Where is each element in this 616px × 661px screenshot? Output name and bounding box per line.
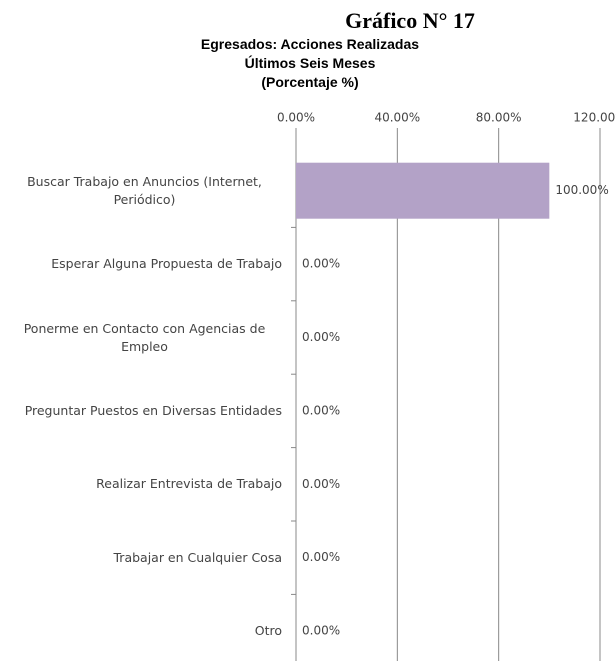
y-tick-label: Esperar Alguna Propuesta de Trabajo (0, 244, 282, 284)
value-label: 100.00% (555, 183, 608, 197)
value-label: 0.00% (302, 330, 340, 344)
value-label: 0.00% (302, 624, 340, 638)
category-text: Trabajar en Cualquier Cosa (113, 549, 283, 565)
bar (296, 162, 550, 219)
value-label: 0.00% (302, 403, 340, 417)
chart-subtitle: Últimos Seis Meses (244, 55, 376, 71)
y-tick-label: Trabajar en Cualquier Cosa (0, 538, 283, 578)
y-tick-label: Otro (0, 611, 282, 651)
y-tick-label: Buscar Trabajo en Anuncios (Internet, Pe… (0, 171, 282, 211)
category-text: Realizar Entrevista de Trabajo (96, 476, 282, 492)
chart-subtitle: Egresados: Acciones Realizadas (200, 36, 420, 52)
chart-title: Gráfico N° 17 (345, 8, 475, 33)
value-label: 0.00% (302, 257, 340, 271)
y-tick-label: Ponerme en Contacto con Agencias de Empl… (0, 318, 282, 358)
x-tick-label: 40.00% (374, 111, 420, 125)
category-text: Esperar Alguna Propuesta de Trabajo (51, 256, 282, 272)
x-tick-label: 120.00% (573, 111, 616, 125)
y-tick-label: Realizar Entrevista de Trabajo (0, 464, 282, 504)
value-label: 0.00% (302, 477, 340, 491)
chart-subtitle: (Porcentaje %) (261, 74, 359, 90)
x-tick-label: 0.00% (277, 111, 315, 125)
x-tick-label: 80.00% (476, 111, 522, 125)
category-text: Buscar Trabajo en Anuncios (Internet, Pe… (27, 173, 262, 207)
value-label: 0.00% (302, 550, 340, 564)
category-text: Preguntar Puestos en Diversas Entidades (24, 402, 282, 418)
y-tick-label: Preguntar Puestos en Diversas Entidades (0, 391, 282, 431)
category-text: Otro (254, 623, 282, 639)
category-text: Ponerme en Contacto con Agencias de Empl… (23, 320, 266, 354)
